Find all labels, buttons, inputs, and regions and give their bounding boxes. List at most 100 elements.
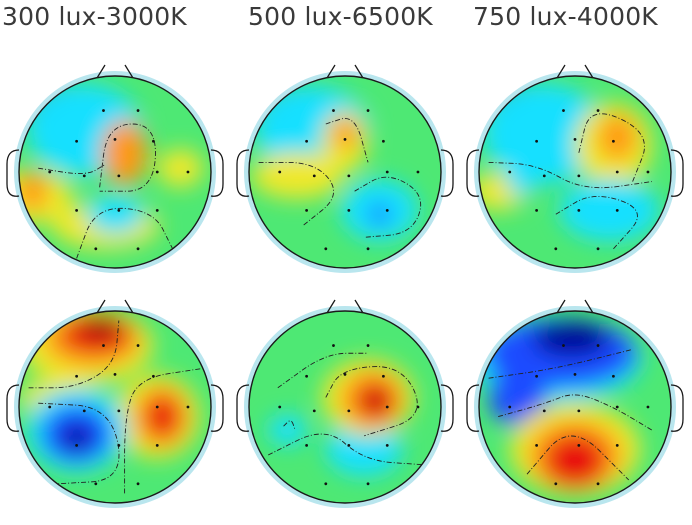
electrode-dot bbox=[562, 344, 565, 347]
electrode-dot bbox=[155, 444, 159, 447]
electrode-dot bbox=[117, 174, 121, 178]
activation-blob bbox=[598, 114, 637, 161]
electrode-markers bbox=[48, 109, 190, 251]
electrode-dot bbox=[324, 247, 328, 251]
topomap-row1-col1 bbox=[6, 64, 224, 273]
contour-line bbox=[76, 207, 174, 259]
electrode-dot bbox=[554, 247, 558, 251]
activation-blob bbox=[488, 368, 547, 427]
electrode-dot bbox=[577, 409, 581, 413]
activation-blob bbox=[331, 118, 359, 149]
activation-blob bbox=[482, 83, 606, 184]
activation-blob bbox=[250, 152, 344, 199]
electrode-dot bbox=[535, 444, 538, 447]
activation-blob bbox=[19, 172, 48, 211]
electrode-dot bbox=[535, 139, 538, 143]
electrode-dot bbox=[562, 109, 565, 112]
contour-line bbox=[578, 113, 645, 182]
electrode-dot bbox=[117, 209, 121, 212]
electrode-dot bbox=[48, 170, 52, 174]
electrode-dot bbox=[347, 209, 351, 212]
electrode-dot bbox=[82, 174, 86, 178]
electrode-dot bbox=[75, 139, 78, 143]
electrode-markers bbox=[278, 109, 420, 251]
activation-blob bbox=[101, 120, 148, 186]
column-label-750lux-4000k: 750 lux-4000K bbox=[473, 2, 658, 31]
right-ear-icon bbox=[440, 384, 454, 432]
contour-line bbox=[498, 394, 653, 431]
activation-blob bbox=[369, 204, 390, 224]
contour-lines bbox=[258, 118, 422, 238]
nose-icon bbox=[556, 299, 594, 314]
column-label-500lux-6500k: 500 lux-6500K bbox=[248, 2, 433, 31]
column-label-300lux-3000k: 300 lux-3000K bbox=[2, 2, 187, 31]
electrode-dot bbox=[155, 405, 159, 409]
activation-blob bbox=[532, 318, 610, 358]
electrode-dot bbox=[102, 344, 105, 347]
topomap-row2-col3 bbox=[466, 299, 684, 508]
electrode-markers bbox=[508, 109, 650, 251]
electrode-dot bbox=[312, 409, 316, 413]
activation-blob bbox=[145, 395, 181, 438]
electrode-dot bbox=[305, 209, 308, 212]
electrode-dot bbox=[596, 247, 600, 251]
electrode-dot bbox=[186, 405, 190, 409]
electrode-dot bbox=[117, 444, 121, 447]
electrode-dot bbox=[382, 139, 385, 143]
head-circle bbox=[248, 75, 442, 269]
electrode-dot bbox=[385, 209, 389, 212]
head-circle bbox=[18, 75, 212, 269]
electrode-dot bbox=[312, 174, 316, 178]
contour-lines bbox=[38, 123, 174, 259]
electrode-dot bbox=[75, 374, 78, 378]
nose-icon bbox=[556, 64, 594, 79]
electrode-dot bbox=[347, 174, 351, 178]
electrode-dot bbox=[596, 482, 600, 486]
activation-blob bbox=[157, 148, 204, 188]
topomap-row2-col1 bbox=[6, 299, 224, 508]
contour-line bbox=[526, 435, 630, 481]
electrode-markers bbox=[278, 344, 420, 486]
electrode-dot bbox=[577, 209, 581, 212]
right-ear-icon bbox=[440, 149, 454, 197]
activation-blob bbox=[82, 314, 121, 338]
nose-icon bbox=[326, 299, 364, 314]
nose-icon bbox=[326, 64, 364, 79]
electrode-dot bbox=[75, 209, 78, 212]
electrode-dot bbox=[366, 344, 370, 347]
electrode-dot bbox=[508, 405, 512, 409]
contour-line bbox=[325, 118, 369, 163]
electrode-dot bbox=[577, 444, 581, 447]
electrode-dot bbox=[347, 444, 351, 447]
electrode-dot bbox=[366, 109, 370, 112]
head-outline bbox=[236, 299, 454, 432]
electrode-dot bbox=[615, 444, 619, 447]
nose-icon bbox=[96, 64, 134, 79]
contour-line bbox=[325, 366, 418, 437]
head-circle bbox=[18, 310, 212, 504]
electrode-dot bbox=[385, 170, 389, 174]
electrode-dot bbox=[305, 444, 308, 447]
electrode-dot bbox=[136, 482, 140, 486]
contour-lines bbox=[488, 113, 652, 250]
activation-blob bbox=[368, 393, 384, 409]
electrode-dot bbox=[278, 405, 282, 409]
electrode-dot bbox=[366, 247, 370, 251]
electrode-dot bbox=[324, 482, 328, 486]
topomap-row1-col3 bbox=[466, 64, 684, 273]
left-ear-icon bbox=[236, 384, 250, 432]
color-field bbox=[479, 76, 671, 268]
head-outline bbox=[466, 299, 684, 432]
contour-line bbox=[99, 123, 156, 192]
color-field bbox=[19, 76, 211, 268]
electrode-dot bbox=[278, 170, 282, 174]
electrode-dot bbox=[305, 139, 308, 143]
electrode-dot bbox=[136, 344, 140, 347]
electrode-dot bbox=[94, 482, 98, 486]
head-circle bbox=[478, 75, 672, 269]
electrode-dot bbox=[612, 374, 615, 378]
contour-lines bbox=[488, 348, 653, 481]
right-ear-icon bbox=[210, 384, 224, 432]
contour-line bbox=[283, 420, 296, 431]
electrode-markers bbox=[48, 344, 190, 486]
